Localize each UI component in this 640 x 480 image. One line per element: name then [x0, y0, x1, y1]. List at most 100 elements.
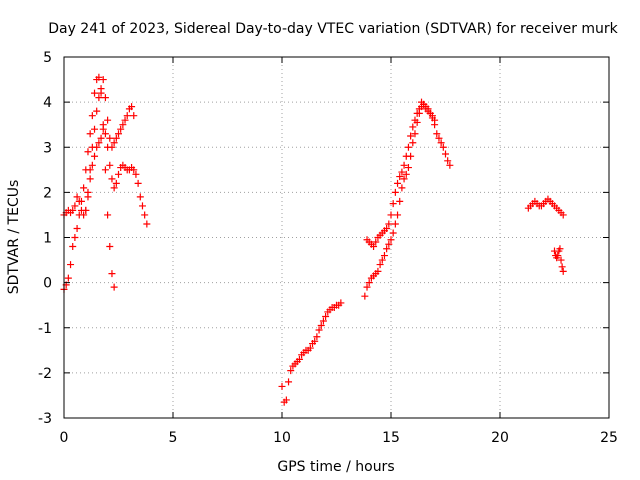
data-point [95, 139, 103, 147]
data-point [99, 76, 107, 84]
data-point [407, 132, 415, 140]
data-point [71, 202, 79, 210]
series-murk-midday-rise [278, 299, 345, 406]
data-point [73, 224, 81, 232]
data-point [80, 211, 88, 219]
data-point [123, 112, 131, 120]
data-point [119, 121, 127, 129]
data-point [64, 274, 72, 282]
data-point [442, 150, 449, 158]
data-point [319, 317, 327, 325]
data-point [80, 184, 88, 192]
data-point [372, 238, 380, 246]
data-point [383, 224, 391, 232]
data-point [101, 130, 109, 138]
data-point [67, 261, 75, 269]
data-point [82, 206, 90, 214]
data-point [409, 123, 417, 131]
data-point [411, 130, 419, 138]
data-point [337, 299, 345, 307]
data-point [101, 94, 109, 102]
data-point [391, 220, 399, 228]
data-point [435, 134, 443, 142]
data-point [398, 184, 406, 192]
data-point [411, 116, 419, 124]
y-tick-label: -3 [38, 411, 52, 427]
data-point [101, 166, 109, 174]
data-point [317, 321, 325, 329]
data-point [556, 245, 564, 253]
x-tick-label: 25 [600, 430, 618, 446]
data-point [402, 152, 410, 160]
data-point [130, 112, 138, 120]
data-point [93, 143, 101, 151]
data-point [428, 112, 436, 120]
data-point [93, 107, 101, 115]
data-point [71, 234, 79, 241]
data-point [106, 243, 114, 251]
data-point [313, 333, 321, 341]
data-point [363, 283, 371, 291]
data-point [86, 175, 94, 183]
data-point [86, 166, 94, 174]
data-point [404, 143, 412, 151]
data-point [394, 179, 402, 187]
data-point [91, 89, 99, 97]
data-point [295, 355, 303, 363]
y-tick-label: -2 [38, 366, 52, 382]
y-tick-label: 4 [43, 95, 52, 111]
y-tick-label: 1 [43, 231, 52, 247]
data-point [446, 161, 454, 169]
data-point [376, 261, 384, 269]
data-point [558, 263, 566, 271]
series-murk-evening [524, 195, 567, 219]
y-tick-label: 3 [43, 140, 52, 156]
data-point [141, 211, 149, 219]
data-point [97, 134, 105, 142]
x-tick-label: 10 [273, 430, 291, 446]
data-point [69, 206, 77, 214]
y-tick-label: 5 [43, 50, 52, 66]
y-tick-label: -1 [38, 321, 52, 337]
data-point [439, 143, 447, 151]
data-point [104, 211, 112, 219]
tick-labels: 0 5 10 15 20 25 -3 -2 -1 0 1 2 3 4 5 [38, 50, 618, 446]
data-point [88, 161, 96, 169]
y-axis-label: SDTVAR / TECUs [6, 180, 22, 295]
y-tick-label: 2 [43, 185, 52, 201]
data-point [385, 240, 393, 248]
y-tick-label: 0 [43, 276, 52, 292]
chart-title: Day 241 of 2023, Sidereal Day-to-day VTE… [48, 21, 618, 37]
data-point [389, 200, 397, 208]
data-point [69, 243, 77, 251]
data-point [415, 105, 423, 113]
data-point [433, 130, 441, 138]
data-point [431, 116, 439, 124]
series-murk-early-low [60, 73, 118, 293]
series-murk-afternoon-low [361, 100, 454, 300]
data-point [315, 326, 323, 334]
data-point [138, 202, 146, 210]
data-point [106, 161, 114, 169]
data-point [97, 85, 105, 93]
x-tick-label: 15 [382, 430, 400, 446]
data-point [88, 112, 96, 120]
data-point [84, 193, 92, 201]
data-point [108, 175, 116, 183]
data-point [278, 382, 286, 390]
data-point [391, 188, 399, 196]
series-murk-afternoon-high [363, 98, 439, 251]
axis-ticks [63, 56, 610, 419]
data-point [285, 378, 293, 386]
data-point [409, 139, 417, 147]
data-point [95, 94, 103, 102]
data-point [86, 130, 94, 138]
data-point [554, 252, 562, 260]
x-axis-label: GPS time / hours [277, 459, 394, 475]
data-point [378, 256, 386, 264]
data-point [143, 220, 151, 228]
series-murk-early-mid [82, 125, 151, 228]
data-point [380, 252, 388, 260]
data-point [282, 396, 290, 404]
data-point [128, 103, 136, 111]
